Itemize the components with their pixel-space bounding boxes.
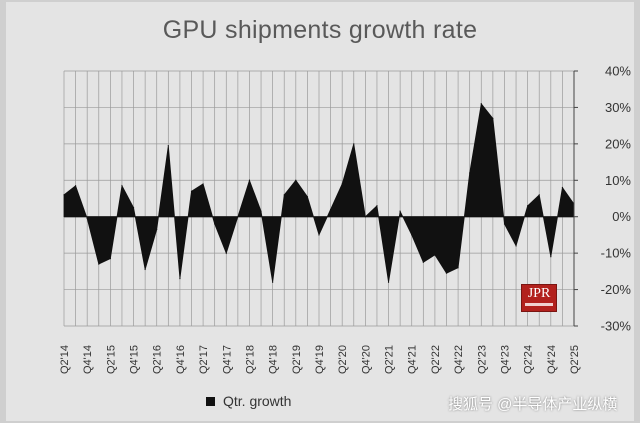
data-point-Q3'23 bbox=[492, 117, 494, 119]
data-point-Q3'14 bbox=[74, 185, 77, 187]
data-point-Q4'21 bbox=[411, 234, 413, 236]
data-point-Q4'19 bbox=[318, 234, 320, 236]
x-tick-label: Q4'15 bbox=[129, 345, 141, 374]
data-point-Q1'24 bbox=[515, 245, 517, 247]
data-point-Q2'17 bbox=[202, 183, 204, 185]
x-tick-label: Q4'24 bbox=[546, 345, 558, 374]
x-axis: Q2'14 Q4'14 Q2'15 Q4'15 Q2'16 Q4'16 Q2'17 Q4'17… bbox=[59, 345, 581, 374]
data-point-Q1'23 bbox=[469, 172, 471, 174]
logo-tagline-strip bbox=[525, 303, 553, 306]
y-tick-label: -30% bbox=[601, 319, 632, 334]
chart-title: GPU shipments growth rate bbox=[162, 16, 478, 44]
data-point-Q4'18 bbox=[272, 281, 274, 283]
x-tick-label: Q4'19 bbox=[314, 345, 326, 374]
area-series bbox=[63, 102, 575, 283]
data-point-Q3'22 bbox=[445, 272, 448, 274]
y-tick-label: 10% bbox=[605, 173, 631, 188]
data-point-Q2'23 bbox=[480, 103, 482, 105]
y-tick-label: 30% bbox=[605, 100, 631, 115]
legend-label: Qtr. growth bbox=[223, 393, 292, 409]
data-point-Q4'16 bbox=[179, 278, 181, 280]
data-point-Q1'15 bbox=[98, 263, 100, 265]
y-tick-label: 20% bbox=[605, 136, 631, 151]
data-point-Q4'24 bbox=[550, 256, 552, 258]
x-tick-label: Q4'22 bbox=[453, 345, 465, 374]
y-axis: 40% 30% 20% 10% 0% -10% -20% -30% bbox=[573, 64, 632, 334]
data-point-Q3'15 bbox=[121, 185, 123, 187]
data-point-Q1'25 bbox=[561, 186, 564, 189]
data-point-Q2'21 bbox=[387, 281, 390, 283]
logo-text: JPR bbox=[527, 286, 551, 301]
x-tick-label: Q2'17 bbox=[198, 345, 210, 374]
data-point-Q3'20 bbox=[353, 143, 355, 145]
data-point-Q1'16 bbox=[144, 268, 146, 271]
data-point-Q2'22 bbox=[434, 254, 436, 256]
data-point-Q1'19 bbox=[283, 194, 285, 196]
legend-swatch bbox=[206, 396, 215, 406]
data-point-Q1'17 bbox=[190, 190, 193, 192]
y-tick-label: -10% bbox=[601, 246, 632, 261]
data-point-Q3'17 bbox=[214, 223, 216, 225]
data-point-Q4'15 bbox=[132, 207, 135, 209]
data-point-Q2'24 bbox=[527, 205, 529, 207]
x-tick-label: Q2'15 bbox=[105, 345, 117, 374]
data-point-Q3'24 bbox=[538, 194, 540, 196]
x-tick-label: Q2'23 bbox=[476, 345, 488, 374]
data-point-Q2'14 bbox=[63, 194, 65, 196]
data-point-Q3'18 bbox=[260, 210, 262, 212]
data-point-Q4'17 bbox=[225, 252, 227, 254]
data-point-Q2'19 bbox=[295, 179, 297, 181]
data-point-Q4'23 bbox=[503, 223, 506, 225]
x-tick-label: Q4'23 bbox=[499, 345, 511, 374]
data-point-Q3'21 bbox=[399, 210, 401, 212]
jpr-logo: JPR bbox=[521, 284, 557, 312]
y-tick-label: 40% bbox=[605, 64, 631, 79]
x-tick-label: Q2'24 bbox=[523, 345, 535, 374]
data-point-Q1'21 bbox=[376, 205, 378, 207]
series-area-qtr-growth bbox=[63, 102, 575, 283]
data-point-Q4'14 bbox=[86, 217, 88, 220]
x-tick-label: Q4'20 bbox=[360, 345, 372, 374]
x-tick-label: Q2'20 bbox=[337, 345, 349, 374]
x-tick-label: Q2'19 bbox=[291, 345, 303, 374]
y-tick-label: -20% bbox=[601, 282, 632, 297]
x-tick-label: Q4'18 bbox=[268, 345, 280, 374]
x-tick-label: Q2'16 bbox=[152, 345, 164, 374]
x-tick-label: Q4'14 bbox=[82, 345, 94, 374]
legend: Qtr. growth bbox=[206, 393, 291, 409]
x-tick-label: Q4'16 bbox=[175, 345, 187, 374]
x-tick-label: Q2'18 bbox=[244, 345, 256, 374]
data-point-Q2'16 bbox=[156, 228, 158, 231]
data-point-Q4'22 bbox=[457, 267, 459, 269]
x-tick-label: Q2'25 bbox=[569, 345, 581, 374]
data-point-Q1'20 bbox=[329, 208, 332, 211]
data-point-Q2'18 bbox=[248, 179, 251, 181]
y-tick-label: 0% bbox=[612, 209, 631, 224]
data-point-Q1'22 bbox=[422, 261, 424, 263]
x-tick-label: Q2'22 bbox=[430, 345, 442, 374]
x-tick-label: Q2'14 bbox=[59, 345, 71, 374]
data-point-Q3'16 bbox=[167, 145, 169, 147]
data-point-Q2'20 bbox=[341, 183, 343, 185]
watermark: 搜狐号 @半导体产业纵横 bbox=[448, 396, 618, 413]
data-point-Q2'15 bbox=[109, 258, 111, 260]
data-point-Q3'19 bbox=[306, 196, 309, 198]
x-tick-label: Q4'21 bbox=[407, 345, 419, 374]
x-tick-label: Q4'17 bbox=[221, 345, 233, 374]
x-tick-label: Q2'21 bbox=[384, 345, 396, 374]
